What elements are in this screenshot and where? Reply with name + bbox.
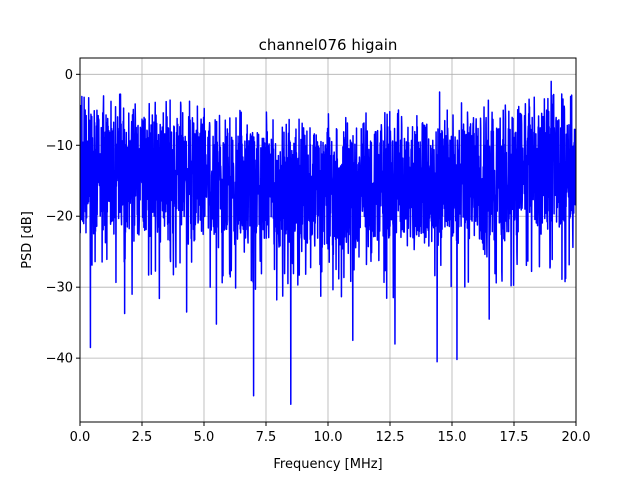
y-tick-label: 0: [65, 68, 73, 83]
x-tick-label: 15.0: [438, 430, 467, 445]
x-axis: 0.0 2.5 5.0 7.5 10.0 12.5 15.0 17.5 20.0: [70, 422, 591, 445]
x-tick-label: 20.0: [562, 430, 591, 445]
plot-area: [80, 80, 576, 406]
x-tick-label: 12.5: [376, 430, 405, 445]
y-tick-label: −40: [46, 352, 73, 367]
y-axis: 0 −10 −20 −30 −40: [46, 68, 80, 367]
x-axis-label: Frequency [MHz]: [273, 457, 382, 472]
x-tick-label: 7.5: [256, 430, 277, 445]
y-tick-label: −10: [46, 139, 73, 154]
chart-title: channel076 higain: [259, 36, 398, 54]
psd-series-line: [80, 80, 576, 406]
y-axis-label: PSD [dB]: [20, 211, 35, 269]
x-tick-label: 2.5: [132, 430, 153, 445]
x-tick-label: 10.0: [314, 430, 343, 445]
y-tick-label: −30: [46, 281, 73, 296]
x-tick-label: 0.0: [70, 430, 91, 445]
x-tick-label: 5.0: [194, 430, 215, 445]
y-tick-label: −20: [46, 210, 73, 225]
x-tick-label: 17.5: [500, 430, 529, 445]
